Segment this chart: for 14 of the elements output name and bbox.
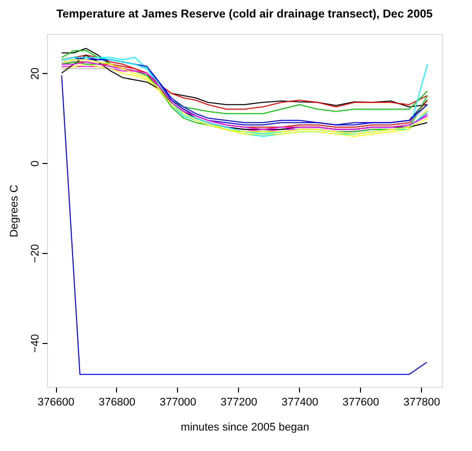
x-tick-label: 377400 — [282, 396, 318, 408]
x-tick-label: 376800 — [98, 396, 136, 408]
x-axis-title: minutes since 2005 began — [180, 422, 310, 434]
x-tick-label: 377200 — [220, 396, 258, 408]
x-tick-label: 377800 — [403, 396, 440, 408]
y-tick-label: −40 — [30, 334, 42, 353]
y-tick-label: −20 — [30, 244, 42, 263]
y-axis-title: Degrees C — [8, 184, 20, 238]
y-tick-label: 0 — [30, 160, 42, 167]
x-tick-label: 377000 — [160, 396, 196, 408]
x-tick-label: 377600 — [342, 396, 380, 408]
y-tick-label: 20 — [30, 67, 42, 80]
chart-title: Temperature at James Reserve (cold air drainage transect), Dec 2005 — [56, 8, 434, 20]
x-tick-label: 376600 — [38, 396, 74, 408]
